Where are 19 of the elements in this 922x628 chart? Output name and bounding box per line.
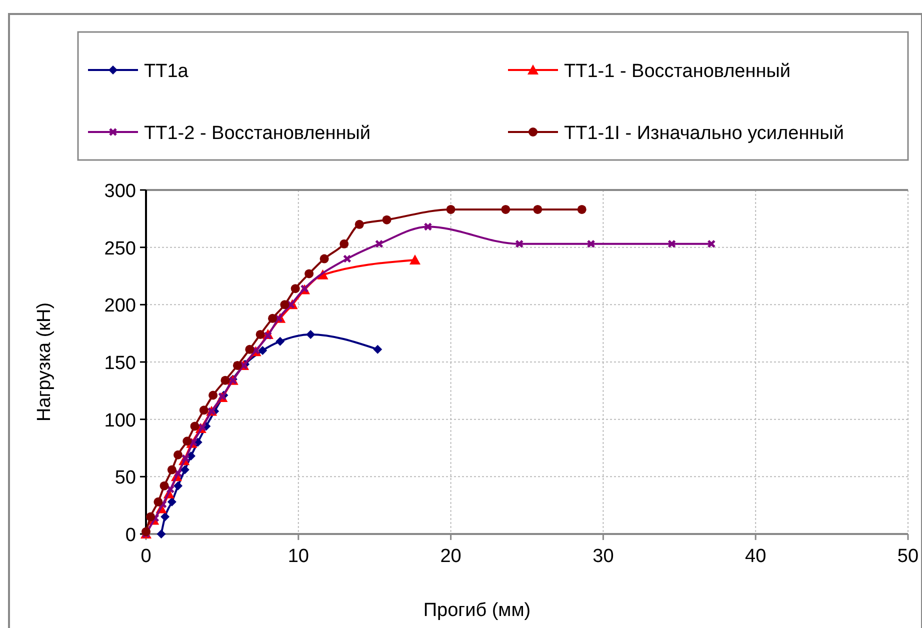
x-tick-label: 0 (140, 546, 152, 567)
legend-label: TT1-1I - Изначально усиленный (564, 123, 844, 144)
legend-label: TT1a (144, 61, 189, 82)
x-tick-label: 10 (288, 546, 309, 567)
y-tick-label: 50 (114, 468, 136, 489)
y-tick-label: 300 (104, 181, 136, 202)
y-tick-label: 200 (104, 296, 136, 317)
y-tick-label: 250 (104, 238, 136, 260)
y-tick-label: 100 (104, 410, 136, 432)
x-tick-label: 50 (897, 546, 919, 567)
x-axis-title: Прогиб (мм) (423, 600, 531, 621)
legend-label: TT1-1 - Восстановленный (564, 61, 790, 82)
y-axis-title: Нагрузка (кН) (34, 302, 55, 422)
x-tick-label: 20 (440, 546, 462, 567)
y-tick-label: 0 (125, 525, 136, 546)
y-tick-label: 150 (104, 353, 136, 374)
legend-label: TT1-2 - Восстановленный (144, 123, 370, 144)
x-tick-label: 30 (592, 546, 614, 567)
x-tick-label: 40 (745, 546, 766, 567)
